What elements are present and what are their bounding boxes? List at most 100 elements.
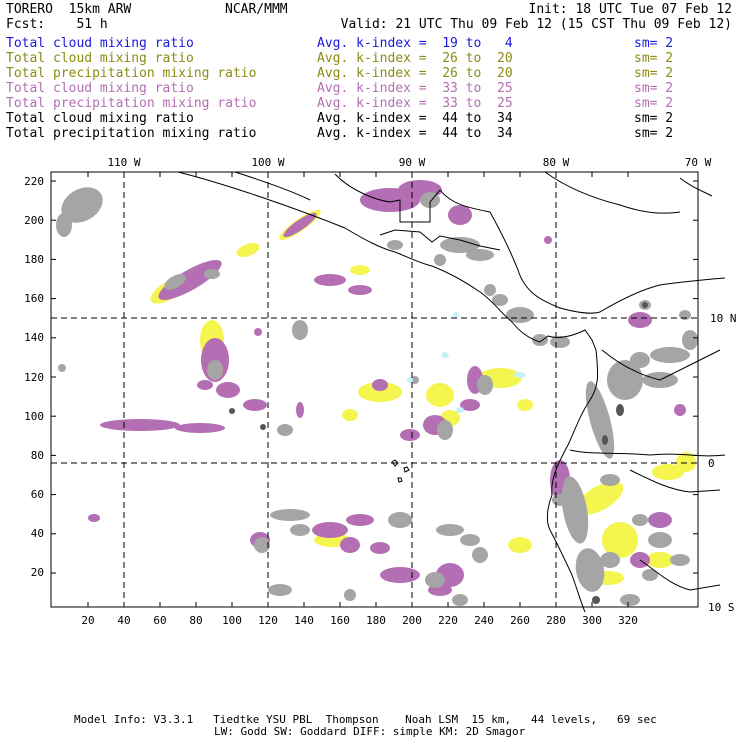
x-tick-label: 280 xyxy=(546,614,566,627)
magenta-cloud-patch xyxy=(400,429,420,441)
legend-smoothing: sm= 2 xyxy=(634,96,674,111)
yellow-cloud-patch xyxy=(576,481,624,515)
coastline-baja xyxy=(234,171,311,201)
magenta-cloud-patch xyxy=(158,260,222,300)
yellow-cloud-patch xyxy=(602,522,638,558)
gray-cloud-patch xyxy=(575,548,605,592)
forecast-map: 110 W 100 W 90 W 80 W 70 W 10 N 0 10 S 2… xyxy=(24,156,736,627)
border-ecuador-peru xyxy=(569,449,726,457)
x-tick-label: 40 xyxy=(117,614,130,627)
magenta-cloud-patch xyxy=(380,567,420,583)
yellow-cloud-patch xyxy=(508,537,532,553)
forecast-hour: Fcst: 51 h xyxy=(6,17,108,32)
gray-cloud-patch xyxy=(434,254,446,266)
x-tick-label: 220 xyxy=(438,614,458,627)
cyan-cloud-patch xyxy=(407,377,413,383)
y-tick-label: 200 xyxy=(24,214,44,227)
gray-cloud-patch xyxy=(506,307,534,323)
legend-row: Total precipitation mixing ratio Avg. k-… xyxy=(6,126,734,141)
gray-cloud-patch xyxy=(436,524,464,536)
gray-cloud-patch xyxy=(388,512,412,528)
x-tick-label: 20 xyxy=(81,614,94,627)
legend-row: Total cloud mixing ratio Avg. k-index = … xyxy=(6,111,734,126)
magenta-cloud-patch xyxy=(88,514,100,522)
legend-smoothing: sm= 2 xyxy=(634,51,674,66)
x-tick-label: 80 xyxy=(189,614,202,627)
lon-label: 100 W xyxy=(251,156,284,169)
axis-ticks xyxy=(51,172,698,607)
gray-cloud-patch xyxy=(204,269,220,279)
yellow-cloud-patch xyxy=(358,382,402,402)
legend-smoothing: sm= 2 xyxy=(634,36,674,51)
magenta-cloud-patch xyxy=(216,382,240,398)
coastline-gulf xyxy=(334,173,441,223)
magenta-cloud-patch xyxy=(674,404,686,416)
y-tick-label: 180 xyxy=(24,253,44,266)
yellow-cloud-patch xyxy=(517,399,533,411)
gray-cloud-patch xyxy=(670,554,690,566)
legend-kindex: Avg. k-index = 26 to 20 xyxy=(317,51,513,66)
model-title: TORERO 15km ARW xyxy=(6,2,132,17)
x-tick-label: 140 xyxy=(294,614,314,627)
gray-cloud-patch xyxy=(425,572,445,588)
y-tick-label: 20 xyxy=(31,566,44,579)
y-tick-label: 120 xyxy=(24,371,44,384)
x-tick-label: 160 xyxy=(330,614,350,627)
gray-cloud-patch xyxy=(484,284,496,296)
y-tick-label: 100 xyxy=(24,410,44,423)
magenta-cloud-patch xyxy=(628,312,652,328)
gray-cloud-patch xyxy=(58,364,66,372)
legend-row: Total cloud mixing ratio Avg. k-index = … xyxy=(6,51,734,66)
y-tick-label: 140 xyxy=(24,331,44,344)
x-tick-label: 180 xyxy=(366,614,386,627)
legend-row: Total precipitation mixing ratio Avg. k-… xyxy=(6,96,734,111)
magenta-cloud-patch xyxy=(370,542,390,554)
border-guatemala xyxy=(379,229,501,251)
legend-kindex: Avg. k-index = 26 to 20 xyxy=(317,66,513,81)
yellow-cloud-patch xyxy=(652,464,684,480)
lat-label: 0 xyxy=(708,457,715,470)
gray-cloud-patch xyxy=(344,589,356,601)
dark-cloud-patch xyxy=(642,302,648,308)
cloud-fields xyxy=(56,180,698,606)
yellow-cloud-patch xyxy=(236,243,260,257)
legend-kindex: Avg. k-index = 33 to 25 xyxy=(317,96,513,111)
legend-kindex: Avg. k-index = 44 to 34 xyxy=(317,111,513,126)
cyan-cloud-patch xyxy=(456,407,464,413)
gray-cloud-patch xyxy=(387,240,403,250)
gray-cloud-patch xyxy=(620,594,640,606)
legend-field: Total precipitation mixing ratio xyxy=(6,66,257,81)
legend-row: Total cloud mixing ratio Avg. k-index = … xyxy=(6,81,734,96)
yellow-cloud-patch xyxy=(342,409,358,421)
magenta-cloud-patch xyxy=(448,205,472,225)
cyan-cloud-patch xyxy=(441,352,449,358)
lon-label: 70 W xyxy=(685,156,712,169)
gray-cloud-patch xyxy=(277,424,293,436)
coastline-belize xyxy=(439,189,491,213)
y-tick-label: 40 xyxy=(31,527,44,540)
legend-kindex: Avg. k-index = 19 to 4 xyxy=(317,36,513,51)
islands-galapagos xyxy=(391,459,410,483)
coastline-south-america xyxy=(546,349,599,613)
legend-field: Total precipitation mixing ratio xyxy=(6,96,257,111)
y-tick-label: 80 xyxy=(31,449,44,462)
gray-cloud-patch xyxy=(290,524,310,536)
yellow-cloud-patch xyxy=(646,552,674,568)
magenta-cloud-patch xyxy=(283,212,317,238)
gray-cloud-patch xyxy=(460,534,480,546)
gray-cloud-patch xyxy=(630,352,650,368)
lat-label: 10 S xyxy=(708,601,735,614)
magenta-cloud-patch xyxy=(340,537,360,553)
coastline-caribbean xyxy=(489,211,726,314)
legend-row: Total cloud mixing ratio Avg. k-index = … xyxy=(6,36,734,51)
dark-cloud-patch xyxy=(592,596,600,604)
magenta-cloud-patch xyxy=(346,514,374,526)
gray-cloud-patch xyxy=(600,474,620,486)
magenta-cloud-patch xyxy=(175,423,225,433)
legend-field: Total cloud mixing ratio xyxy=(6,81,194,96)
gray-cloud-patch xyxy=(270,509,310,521)
border-peru-brazil xyxy=(629,469,721,493)
yellow-cloud-patch xyxy=(350,265,370,275)
border-colombia xyxy=(601,349,721,381)
gray-cloud-patch xyxy=(532,334,548,346)
